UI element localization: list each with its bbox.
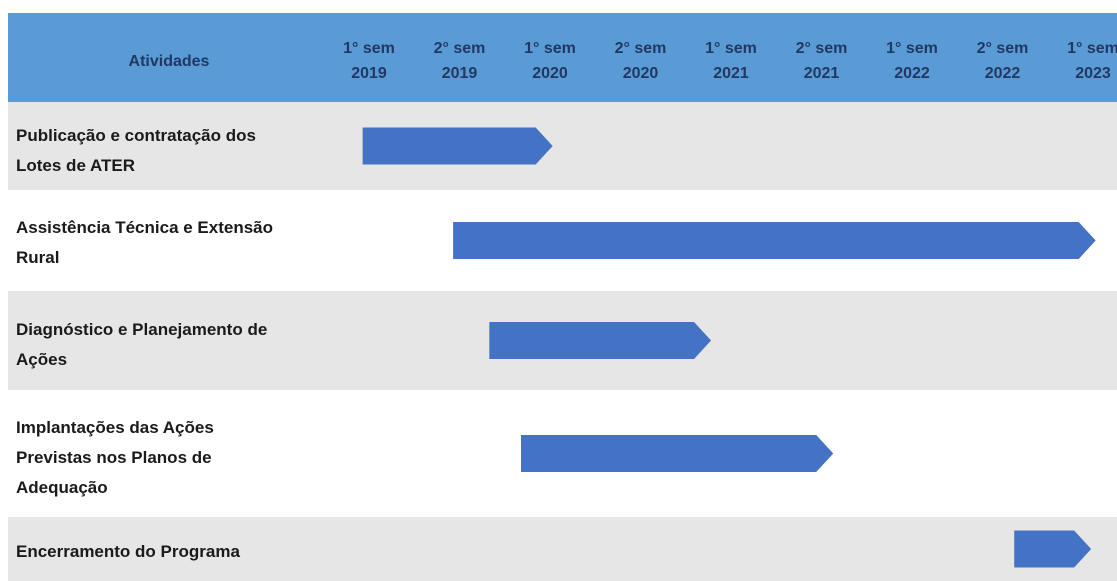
- period-header-6: 1° sem 2022: [886, 40, 938, 82]
- period-header-line1: 2° sem: [977, 40, 1029, 57]
- activity-label-line: Publicação e contratação dos: [16, 126, 256, 145]
- activity-bar-3: [521, 435, 834, 472]
- activity-label-line: Encerramento do Programa: [16, 542, 240, 561]
- period-header-line1: 2° sem: [434, 40, 486, 57]
- period-header-line1: 2° sem: [796, 40, 848, 57]
- activity-label-line: Assistência Técnica e Extensão: [16, 218, 273, 237]
- period-header-2: 1° sem 2020: [524, 40, 576, 82]
- period-header-line1: 1° sem: [343, 40, 395, 57]
- activity-label-line: Diagnóstico e Planejamento de: [16, 320, 267, 339]
- activity-label-line: Implantações das Ações: [16, 418, 214, 437]
- activity-row-0: [8, 102, 1117, 190]
- activity-bars: [362, 127, 1096, 568]
- period-header-line2: 2020: [623, 65, 659, 82]
- period-header-4: 1° sem 2021: [705, 40, 757, 82]
- period-headers: 1° sem 2019 2° sem 2019 1° sem 2020 2° sem 2020…: [343, 40, 1117, 82]
- period-header-line1: 1° sem: [1067, 40, 1117, 57]
- period-header-8: 1° sem 2023: [1067, 40, 1117, 82]
- activity-labels: Publicação e contratação dos Lotes de ATE…: [16, 126, 273, 561]
- period-header-line2: 2021: [804, 65, 840, 82]
- header-label-activities: Atividades: [129, 53, 210, 70]
- activity-row-4: [8, 517, 1117, 581]
- period-header-3: 2° sem 2020: [615, 40, 667, 82]
- period-header-line1: 2° sem: [615, 40, 667, 57]
- period-header-line2: 2019: [351, 65, 387, 82]
- period-header-1: 2° sem 2019: [434, 40, 486, 82]
- period-header-7: 2° sem 2022: [977, 40, 1029, 82]
- activity-label-line: Rural: [16, 248, 59, 267]
- period-header-5: 2° sem 2021: [796, 40, 848, 82]
- activity-label-line: Ações: [16, 350, 67, 369]
- period-header-line2: 2021: [713, 65, 749, 82]
- activity-bar-0: [362, 127, 553, 165]
- activity-label-line: Lotes de ATER: [16, 156, 135, 175]
- period-header-line1: 1° sem: [524, 40, 576, 57]
- activity-bar-4: [1014, 530, 1092, 568]
- activity-bar-1: [453, 222, 1096, 259]
- period-header-line2: 2022: [894, 65, 930, 82]
- period-header-line1: 1° sem: [705, 40, 757, 57]
- activity-label-line: Adequação: [16, 478, 108, 497]
- period-header-line2: 2020: [532, 65, 568, 82]
- period-header-line2: 2022: [985, 65, 1021, 82]
- activity-label-line: Previstas nos Planos de: [16, 448, 212, 467]
- period-header-line1: 1° sem: [886, 40, 938, 57]
- header-background: [8, 13, 1117, 102]
- activity-bar-2: [489, 322, 712, 359]
- period-header-line2: 2019: [442, 65, 478, 82]
- activity-rows: [8, 102, 1117, 581]
- period-header-line2: 2023: [1075, 65, 1111, 82]
- period-header-0: 1° sem 2019: [343, 40, 395, 82]
